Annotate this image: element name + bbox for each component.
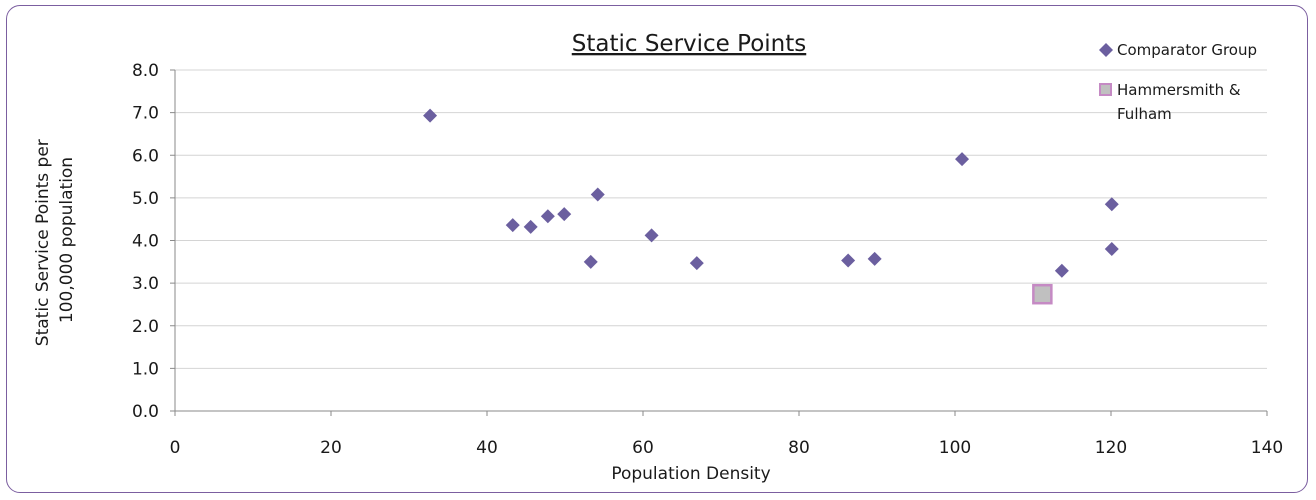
y-axis-label-line-1: Static Service Points per — [33, 139, 53, 346]
y-tick-label: 6.0 — [132, 146, 159, 166]
y-tick-label: 4.0 — [132, 232, 159, 252]
x-tick-label: 80 — [788, 438, 810, 458]
y-tick-label: 0.0 — [132, 402, 159, 422]
data-point-comparator-group — [590, 187, 605, 202]
chart-title: Static Service Points — [572, 31, 806, 57]
data-point-comparator-group — [1104, 197, 1119, 212]
data-point-comparator-group — [841, 253, 856, 268]
x-tick-label: 20 — [320, 438, 342, 458]
chart-frame — [6, 5, 1308, 493]
x-tick-label: 60 — [632, 438, 654, 458]
data-point-comparator-group — [1104, 242, 1119, 257]
y-axis-label-line-2: 100,000 population — [57, 157, 77, 323]
legend-marker-hammersmith-fulham — [1099, 83, 1112, 96]
legend: Comparator Group Hammersmith & Fulham — [1099, 41, 1257, 123]
axes — [174, 70, 1267, 412]
data-point-comparator-group — [1054, 263, 1069, 278]
legend-label-comparator-group: Comparator Group — [1117, 41, 1257, 59]
x-axis-label: Population Density — [611, 464, 770, 484]
x-tick-label: 140 — [1251, 438, 1283, 458]
y-tick-label: 1.0 — [132, 359, 159, 379]
y-axis-label: Static Service Points per 100,000 popula… — [33, 134, 77, 346]
data-point-comparator-group — [583, 254, 598, 269]
data-point-comparator-group — [540, 209, 555, 224]
x-tick-label: 40 — [476, 438, 498, 458]
y-tick-label: 7.0 — [132, 104, 159, 124]
gridlines — [170, 69, 1268, 416]
data-point-comparator-group — [557, 207, 572, 222]
x-tick-label: 0 — [170, 438, 181, 458]
data-point-comparator-group — [867, 251, 882, 266]
data-points — [423, 108, 1119, 305]
data-point-comparator-group — [644, 228, 659, 243]
data-point-comparator-group — [955, 152, 970, 167]
legend-marker-comparator-group — [1099, 43, 1113, 57]
data-point-comparator-group — [689, 256, 704, 271]
tick-labels: 0.0 1.0 2.0 3.0 4.0 5.0 6.0 7.0 8.0 0 20 40 60 80 100 1… — [132, 61, 1283, 458]
y-tick-label: 2.0 — [132, 317, 159, 337]
data-point-hammersmith-fulham — [1032, 283, 1053, 305]
legend-label-line-2: Fulham — [1117, 105, 1172, 123]
x-tick-label: 120 — [1095, 438, 1127, 458]
legend-label-hammersmith-fulham: Hammersmith & Fulham — [1117, 81, 1245, 123]
y-tick-label: 3.0 — [132, 274, 159, 294]
legend-label-line-1: Hammersmith & — [1117, 81, 1241, 99]
x-tick-label: 100 — [939, 438, 971, 458]
data-point-comparator-group — [523, 219, 538, 234]
data-point-comparator-group — [505, 218, 520, 233]
y-tick-label: 5.0 — [132, 189, 159, 209]
y-tick-label: 8.0 — [132, 61, 159, 81]
data-point-comparator-group — [423, 108, 438, 123]
